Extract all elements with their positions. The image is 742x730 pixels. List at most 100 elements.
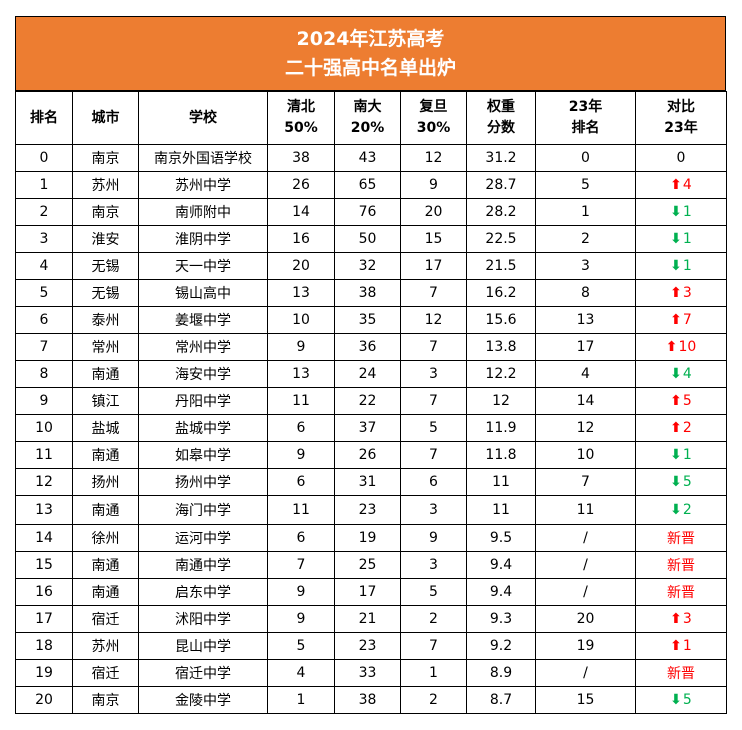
cell-fudan: 15	[400, 225, 467, 253]
cell-weighted-score: 12	[466, 387, 536, 415]
cell-rank: 1	[15, 171, 73, 199]
cell-school: 海安中学	[138, 360, 268, 388]
cell-change: ⬇1	[635, 225, 727, 253]
cell-city: 无锡	[72, 279, 139, 307]
ranking-table: 排名 城市 学校 清北 50% 南大 20% 复旦 30% 权重 分数 23年 排名 对比…	[15, 91, 727, 714]
cell-city: 淮安	[72, 225, 139, 253]
cell-city: 苏州	[72, 632, 139, 660]
cell-city: 无锡	[72, 252, 139, 280]
cell-nanda: 25	[334, 551, 401, 579]
cell-change: ⬆3	[635, 605, 727, 633]
cell-rank: 10	[15, 414, 73, 442]
cell-rank: 19	[15, 659, 73, 687]
cell-rank: 5	[15, 279, 73, 307]
cell-city: 常州	[72, 333, 139, 361]
cell-nanda: 33	[334, 659, 401, 687]
cell-rank: 13	[15, 495, 73, 525]
table-row: 16 南通 启东中学 9 17 5 9.4/ 新晋	[15, 578, 727, 606]
cell-weighted-score: 22.5	[466, 225, 536, 253]
cell-fudan: 12	[400, 306, 467, 334]
cell-rank: 3	[15, 225, 73, 253]
cell-city: 宿迁	[72, 605, 139, 633]
cell-change: ⬇4	[635, 360, 727, 388]
cell-rank-2023: 19	[535, 632, 636, 660]
cell-nanda: 43	[334, 144, 401, 172]
cell-rank: 17	[15, 605, 73, 633]
change-value: 1	[682, 447, 692, 463]
ranking-sheet: 2024年江苏高考 二十强高中名单出炉 排名 城市 学校 清北 50% 南大 20%…	[15, 16, 727, 714]
cell-rank-2023: 5	[535, 171, 636, 199]
table-row: 9 镇江 丹阳中学 11 22 7 12 14 ⬆5	[15, 387, 727, 415]
cell-change: 新晋	[635, 524, 727, 552]
header-weighted-score: 权重 分数	[466, 91, 536, 145]
cell-rank-2023: 7	[535, 468, 636, 496]
table-row: 12 扬州 扬州中学 6 31 6 11 7 ⬇5	[15, 468, 727, 496]
cell-school: 宿迁中学	[138, 659, 268, 687]
cell-qingbei: 9	[267, 605, 335, 633]
arrow-down-icon: ⬇	[670, 366, 682, 382]
header-nanda: 南大 20%	[334, 91, 401, 145]
cell-weighted-score: 31.2	[466, 144, 536, 172]
arrow-up-icon: ⬆	[670, 611, 682, 627]
cell-rank-2023: 17	[535, 333, 636, 361]
cell-weighted-score: 13.8	[466, 333, 536, 361]
header-city: 城市	[72, 91, 139, 145]
change-value: 新晋	[667, 585, 695, 601]
cell-qingbei: 6	[267, 468, 335, 496]
cell-school: 常州中学	[138, 333, 268, 361]
cell-qingbei: 11	[267, 495, 335, 525]
table-row: 20 南京 金陵中学 1 38 2 8.7 15 ⬇5	[15, 686, 727, 714]
cell-city: 宿迁	[72, 659, 139, 687]
title-line-2: 二十强高中名单出炉	[284, 56, 456, 79]
cell-nanda: 76	[334, 198, 401, 226]
cell-qingbei: 11	[267, 387, 335, 415]
cell-nanda: 23	[334, 495, 401, 525]
cell-fudan: 5	[400, 578, 467, 606]
table-row: 6 泰州 姜堰中学 10 35 12 15.6 13 ⬆7	[15, 306, 727, 334]
cell-rank-2023: 3	[535, 252, 636, 280]
cell-city: 南京	[72, 686, 139, 714]
cell-nanda: 21	[334, 605, 401, 633]
change-value: 1	[682, 258, 692, 274]
table-row: 4 无锡 天一中学 20 32 17 21.5 3 ⬇1	[15, 252, 727, 280]
cell-fudan: 17	[400, 252, 467, 280]
cell-fudan: 2	[400, 605, 467, 633]
cell-rank: 14	[15, 524, 73, 552]
cell-rank-2023: /	[535, 659, 636, 687]
cell-qingbei: 9	[267, 441, 335, 469]
cell-weighted-score: 28.2	[466, 198, 536, 226]
cell-qingbei: 9	[267, 333, 335, 361]
cell-city: 镇江	[72, 387, 139, 415]
table-row: 8 南通 海安中学 13 24 3 12.2 4 ⬇4	[15, 360, 727, 388]
arrow-down-icon: ⬇	[670, 258, 682, 274]
change-value: 1	[682, 638, 692, 654]
table-row: 7 常州 常州中学 9 36 7 13.8 17 ⬆10	[15, 333, 727, 361]
cell-weighted-score: 9.4	[466, 578, 536, 606]
table-row: 1 苏州 苏州中学 26 65 9 28.7 5 ⬆4	[15, 171, 727, 199]
cell-qingbei: 5	[267, 632, 335, 660]
cell-nanda: 50	[334, 225, 401, 253]
change-value: 5	[682, 474, 692, 490]
cell-weighted-score: 11.9	[466, 414, 536, 442]
cell-city: 南通	[72, 551, 139, 579]
cell-city: 南通	[72, 578, 139, 606]
cell-city: 南通	[72, 441, 139, 469]
cell-change: ⬇5	[635, 686, 727, 714]
cell-city: 徐州	[72, 524, 139, 552]
cell-city: 南通	[72, 360, 139, 388]
cell-rank-2023: 8	[535, 279, 636, 307]
arrow-down-icon: ⬇	[670, 692, 682, 708]
cell-nanda: 38	[334, 279, 401, 307]
arrow-down-icon: ⬇	[670, 474, 682, 490]
cell-weighted-score: 15.6	[466, 306, 536, 334]
change-value: 5	[682, 393, 692, 409]
table-row: 14 徐州 运河中学 6 19 9 9.5/ 新晋	[15, 524, 727, 552]
header-school: 学校	[138, 91, 268, 145]
cell-fudan: 7	[400, 333, 467, 361]
cell-qingbei: 1	[267, 686, 335, 714]
cell-qingbei: 26	[267, 171, 335, 199]
cell-weighted-score: 9.4	[466, 551, 536, 579]
cell-school: 盐城中学	[138, 414, 268, 442]
cell-weighted-score: 21.5	[466, 252, 536, 280]
cell-city: 苏州	[72, 171, 139, 199]
